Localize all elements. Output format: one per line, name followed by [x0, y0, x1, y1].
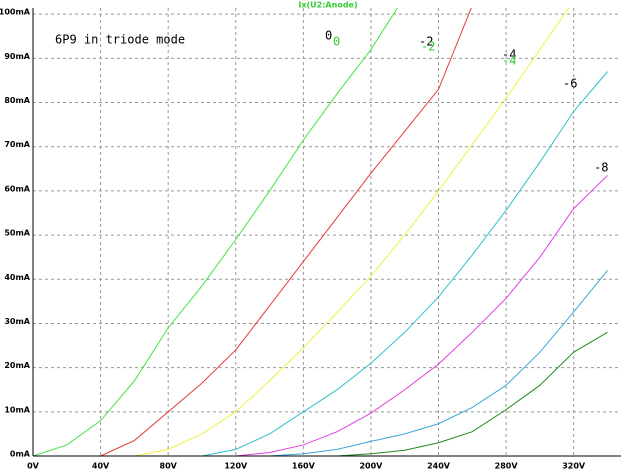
- annotation: 0: [333, 35, 340, 49]
- y-tick-label: 80mA: [4, 96, 30, 105]
- x-tick-label: 240V: [427, 462, 451, 471]
- annotation: -6: [563, 77, 577, 91]
- series-line: [33, 71, 608, 456]
- y-tick-label: 90mA: [4, 52, 30, 61]
- y-tick-label: 70mA: [4, 140, 30, 149]
- y-tick-label: 20mA: [4, 361, 30, 370]
- y-tick-label: 30mA: [4, 317, 30, 326]
- x-tick-label: 320V: [562, 462, 586, 471]
- series-line: [33, 270, 608, 456]
- y-tick-label: 40mA: [4, 273, 30, 282]
- annotation: -8: [594, 161, 608, 175]
- series-line: [33, 175, 608, 456]
- series-line: [33, 8, 570, 456]
- annotation: -4: [502, 54, 516, 68]
- x-tick-label: 280V: [495, 462, 519, 471]
- y-tick-label: 100mA: [0, 8, 31, 17]
- y-tick-label: 60mA: [4, 184, 30, 193]
- y-tick-label: 0mA: [10, 450, 31, 459]
- annotation: -4: [502, 48, 516, 62]
- y-tick-label: 10mA: [4, 405, 30, 414]
- annotation: 6P9 in triode mode: [55, 33, 185, 47]
- x-tick-label: 40V: [92, 462, 110, 471]
- grid: [32, 8, 621, 457]
- annotation: -2: [419, 35, 433, 49]
- x-tick-label: 160V: [292, 462, 316, 471]
- series-line: [33, 331, 608, 456]
- y-tick-label: 50mA: [4, 229, 30, 238]
- plot-area: [33, 8, 608, 456]
- x-tick-label: 80V: [160, 462, 178, 471]
- x-tick-label: 0V: [27, 462, 40, 471]
- annotation: -2: [421, 40, 435, 54]
- x-tick-label: 200V: [359, 462, 383, 471]
- annotation: 0: [325, 29, 332, 43]
- series-line: [33, 8, 472, 456]
- series-line: [33, 8, 398, 456]
- x-tick-label: 120V: [224, 462, 248, 471]
- chart-title: Ix(U2:Anode): [298, 1, 357, 10]
